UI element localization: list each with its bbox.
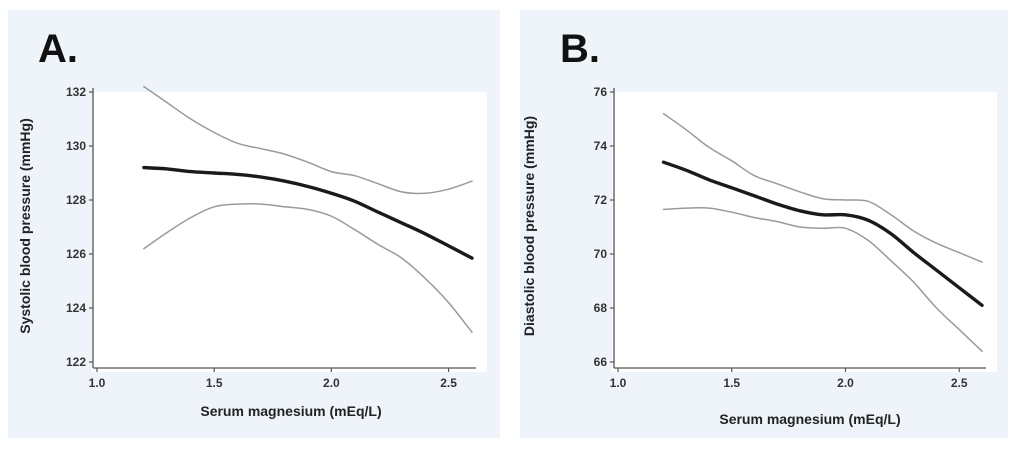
panel-a-plot-area [92, 92, 487, 372]
panel-a-x-axis-title: Serum magnesium (mEq/L) [200, 403, 381, 419]
y-tick-label: 130 [66, 139, 86, 153]
panel-b-upper-ci-line [662, 112, 983, 263]
y-tick-label: 72 [594, 193, 608, 207]
panel-b-estimate-line [661, 160, 984, 307]
y-tick-label: 124 [66, 301, 86, 315]
panel-b: B. Serum magnesium (mEq/L) Diastolic blo… [520, 10, 1008, 438]
panel-a-lower-ci-line [143, 202, 473, 334]
panel-b-label: B. [560, 27, 600, 71]
panel-a-y-axis-title: Systolic blood pressure (mmHg) [17, 118, 33, 333]
y-tick-label: 66 [594, 355, 608, 369]
y-tick-label: 128 [66, 193, 86, 207]
y-tick-label: 68 [594, 301, 608, 315]
x-tick-label: 1.0 [89, 376, 106, 390]
panel-a-label: A. [38, 27, 78, 71]
panel-b-plot-area [612, 92, 997, 372]
panel-b-x-axis-title: Serum magnesium (mEq/L) [719, 411, 900, 427]
x-tick-label: 1.5 [206, 376, 223, 390]
y-tick-label: 70 [594, 247, 608, 261]
x-tick-label: 1.5 [723, 376, 740, 390]
y-tick-label: 132 [66, 85, 86, 99]
panel-b-y-axis-title: Diastolic blood pressure (mmHg) [521, 116, 537, 336]
x-tick-label: 2.0 [837, 376, 854, 390]
panel-a-estimate-line [142, 165, 474, 260]
panel-a: A. Serum magnesium (mEq/L) Systolic bloo… [8, 10, 500, 438]
panel-b-lower-ci-line [662, 206, 983, 352]
panel-a-upper-ci-line [143, 85, 473, 195]
y-tick-label: 76 [594, 85, 608, 99]
x-tick-label: 2.5 [440, 376, 457, 390]
x-tick-label: 1.0 [610, 376, 627, 390]
y-tick-label: 122 [66, 355, 86, 369]
x-tick-label: 2.0 [323, 376, 340, 390]
y-tick-label: 126 [66, 247, 86, 261]
y-tick-label: 74 [594, 139, 608, 153]
x-tick-label: 2.5 [951, 376, 968, 390]
